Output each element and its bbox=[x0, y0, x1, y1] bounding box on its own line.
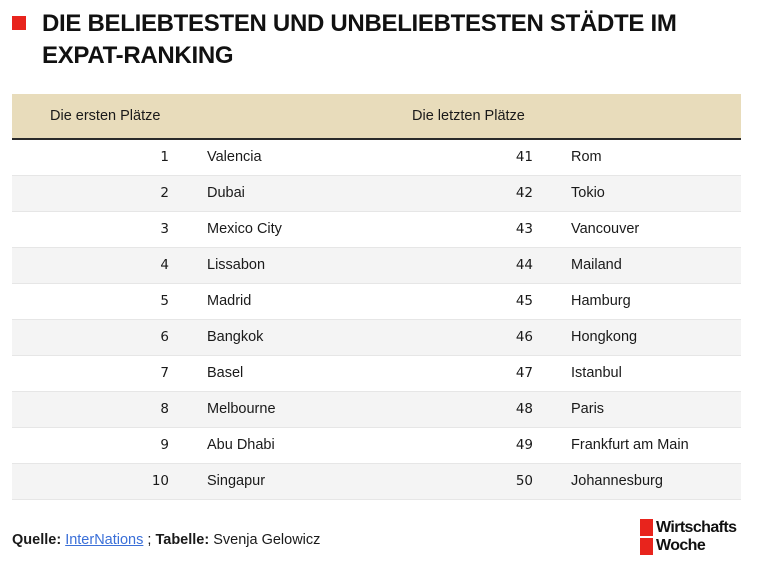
rank-last: 47 bbox=[388, 355, 534, 392]
city-first: Singapur bbox=[169, 463, 389, 500]
red-square-marker bbox=[12, 16, 26, 30]
rank-last: 48 bbox=[388, 391, 534, 428]
city-first: Melbourne bbox=[169, 391, 389, 428]
city-first: Abu Dhabi bbox=[169, 427, 389, 464]
rank-first: 9 bbox=[12, 427, 169, 464]
table-row: 3 Mexico City 43 Vancouver bbox=[12, 211, 742, 248]
city-last: Hamburg bbox=[533, 283, 742, 320]
city-last: Hongkong bbox=[533, 319, 742, 356]
table-row: 1 Valencia 41 Rom bbox=[12, 139, 742, 176]
rank-last: 41 bbox=[388, 139, 534, 176]
footer-separator: ; bbox=[147, 532, 152, 548]
rank-last: 44 bbox=[388, 247, 534, 284]
page-title: DIE BELIEBTESTEN UND UNBELIEBTESTEN STÄD… bbox=[42, 10, 677, 69]
wirtschaftswoche-logo: Wirtschafts Woche bbox=[640, 518, 744, 558]
table-row: 4 Lissabon 44 Mailand bbox=[12, 247, 742, 284]
author-name: Svenja Gelowicz bbox=[213, 532, 321, 548]
table-row: 10 Singapur 50 Johannesburg bbox=[12, 463, 742, 500]
rank-first: 1 bbox=[12, 139, 169, 176]
source-link[interactable]: InterNations bbox=[65, 532, 144, 548]
city-last: Tokio bbox=[533, 175, 742, 212]
city-last: Istanbul bbox=[533, 355, 742, 392]
city-first: Bangkok bbox=[169, 319, 389, 356]
city-last: Mailand bbox=[533, 247, 742, 284]
rank-first: 10 bbox=[12, 463, 169, 500]
city-last: Johannesburg bbox=[533, 463, 742, 500]
rank-first: 5 bbox=[12, 283, 169, 320]
city-last: Rom bbox=[533, 139, 742, 176]
rank-last: 42 bbox=[388, 175, 534, 212]
rank-first: 6 bbox=[12, 319, 169, 356]
rank-last: 49 bbox=[388, 427, 534, 464]
city-first: Basel bbox=[169, 355, 389, 392]
table-row: 9 Abu Dhabi 49 Frankfurt am Main bbox=[12, 427, 742, 464]
city-last: Vancouver bbox=[533, 211, 742, 248]
city-last: Frankfurt am Main bbox=[533, 427, 742, 464]
rank-last: 46 bbox=[388, 319, 534, 356]
header: DIE BELIEBTESTEN UND UNBELIEBTESTEN STÄD… bbox=[12, 8, 752, 72]
city-first: Lissabon bbox=[169, 247, 389, 284]
city-first: Mexico City bbox=[169, 211, 389, 248]
rank-first: 2 bbox=[12, 175, 169, 212]
rank-first: 7 bbox=[12, 355, 169, 392]
rank-first: 4 bbox=[12, 247, 169, 284]
column-header-first: Die ersten Plätze bbox=[12, 94, 389, 140]
rank-last: 45 bbox=[388, 283, 534, 320]
column-header-last: Die letzten Plätze bbox=[388, 94, 742, 140]
ranking-table: Die ersten Plätze Die letzten Plätze 1 Va… bbox=[12, 94, 742, 500]
rank-first: 3 bbox=[12, 211, 169, 248]
city-last: Paris bbox=[533, 391, 742, 428]
table-row: 2 Dubai 42 Tokio bbox=[12, 175, 742, 212]
logo-square-bottom bbox=[640, 538, 653, 555]
logo-square-top bbox=[640, 519, 653, 536]
footer: Quelle: InterNations ; Tabelle: Svenja G… bbox=[12, 532, 320, 548]
logo-line1: Wirtschafts bbox=[656, 519, 737, 536]
source-label: Quelle: bbox=[12, 532, 62, 548]
city-first: Madrid bbox=[169, 283, 389, 320]
city-first: Valencia bbox=[169, 139, 389, 176]
rank-last: 43 bbox=[388, 211, 534, 248]
table-row: 5 Madrid 45 Hamburg bbox=[12, 283, 742, 320]
table-row: 8 Melbourne 48 Paris bbox=[12, 391, 742, 428]
table-row: 6 Bangkok 46 Hongkong bbox=[12, 319, 742, 356]
rank-first: 8 bbox=[12, 391, 169, 428]
table-body: 1 Valencia 41 Rom 2 Dubai 42 Tokio 3 Mexico City 4… bbox=[12, 139, 742, 500]
rank-last: 50 bbox=[388, 463, 534, 500]
table-label: Tabelle: bbox=[155, 532, 210, 548]
logo-line2: Woche bbox=[656, 537, 706, 554]
city-first: Dubai bbox=[169, 175, 389, 212]
table-row: 7 Basel 47 Istanbul bbox=[12, 355, 742, 392]
table-header-row: Die ersten Plätze Die letzten Plätze bbox=[12, 94, 742, 140]
